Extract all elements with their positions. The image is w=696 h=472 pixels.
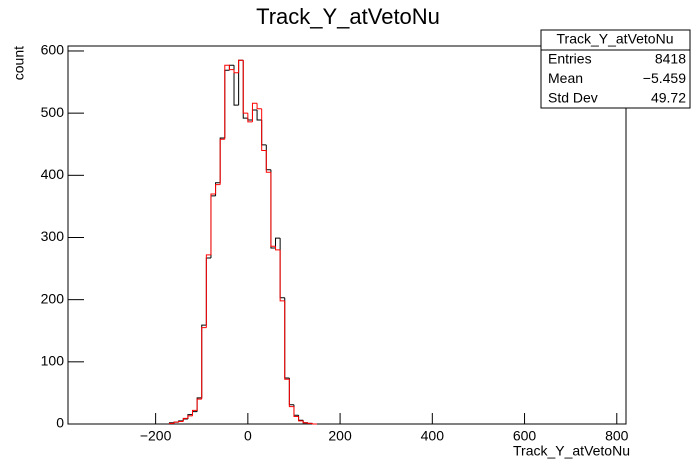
histogram-bin [288,379,294,408]
histogram-bin [261,108,267,151]
histogram-bin [224,64,230,140]
histogram-bin [192,409,198,416]
y-axis-label: count [11,46,27,80]
histogram-bin [302,420,308,424]
histogram-bin [265,150,271,173]
x-tick-label: 0 [244,428,252,444]
y-tick-label: 200 [41,290,65,306]
histogram-bin [275,246,281,251]
histogram-bin [219,138,225,185]
histogram-bin [196,398,202,411]
x-tick-label: −200 [140,428,172,444]
histogram-bin [279,249,285,302]
y-tick-label: 400 [41,166,65,182]
x-tick-label: 800 [605,428,629,444]
histogram-bin [178,421,184,423]
histogram-bin [284,300,290,380]
x-tick-label: 200 [328,428,352,444]
histogram-bin [215,184,221,194]
x-tick-label: 400 [421,428,445,444]
histogram-bin [275,237,281,249]
x-tick-label: 600 [513,428,537,444]
stats-value: 49.72 [651,90,686,106]
stats-value: −5.459 [643,70,686,86]
stats-label: Entries [548,51,592,67]
histogram-bin [228,65,235,71]
y-tick-label: 300 [41,228,65,244]
histogram-bin [187,415,193,419]
histogram-bin [256,103,262,110]
histogram-bin [173,421,179,424]
histogram-bin [298,416,304,422]
y-tick-label: 100 [41,353,65,369]
histogram-bin [238,59,244,73]
histogram-bin [205,254,211,328]
histogram-bin [233,65,239,106]
chart-title: Track_Y_atVetoNu [256,4,440,29]
plot-frame [67,45,627,425]
stats-label: Std Dev [548,90,598,106]
stats-title: Track_Y_atVetoNu [557,31,674,47]
histogram-bin [233,69,239,74]
stats-box: Track_Y_atVetoNu Entries 8418 Mean −5.459 St… [540,29,691,109]
histogram-bin [182,417,188,422]
stats-label: Mean [548,70,583,86]
histogram-bin [270,172,276,247]
histogram-bin [210,193,216,255]
histogram-bin [307,422,313,424]
histogram-bin [242,60,248,114]
histogram-bin [251,102,258,122]
histogram-bin [311,423,318,425]
stats-value: 8418 [655,51,686,67]
histogram-bin [293,406,299,418]
histogram-bin [201,327,207,400]
stats-frame [540,29,691,109]
histogram-bin [256,110,262,121]
histogram-bin [247,113,253,123]
y-tick-label: 500 [41,104,65,120]
histogram-bin [168,422,175,424]
y-tick-label: 600 [41,42,65,58]
y-tick-label: 0 [56,415,64,431]
x-axis-label: Track_Y_atVetoNu [513,443,630,459]
